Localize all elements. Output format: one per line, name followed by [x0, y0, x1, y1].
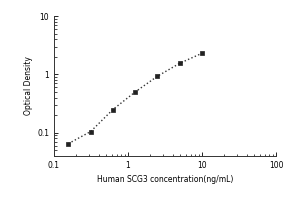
Point: [133, 90, 138, 94]
Point: [110, 108, 115, 111]
Point: [66, 142, 71, 145]
Point: [200, 52, 204, 55]
Point: [88, 130, 93, 133]
Point: [155, 75, 160, 78]
Y-axis label: Optical Density: Optical Density: [24, 57, 33, 115]
X-axis label: Human SCG3 concentration(ng/mL): Human SCG3 concentration(ng/mL): [97, 175, 233, 184]
Point: [177, 62, 182, 65]
